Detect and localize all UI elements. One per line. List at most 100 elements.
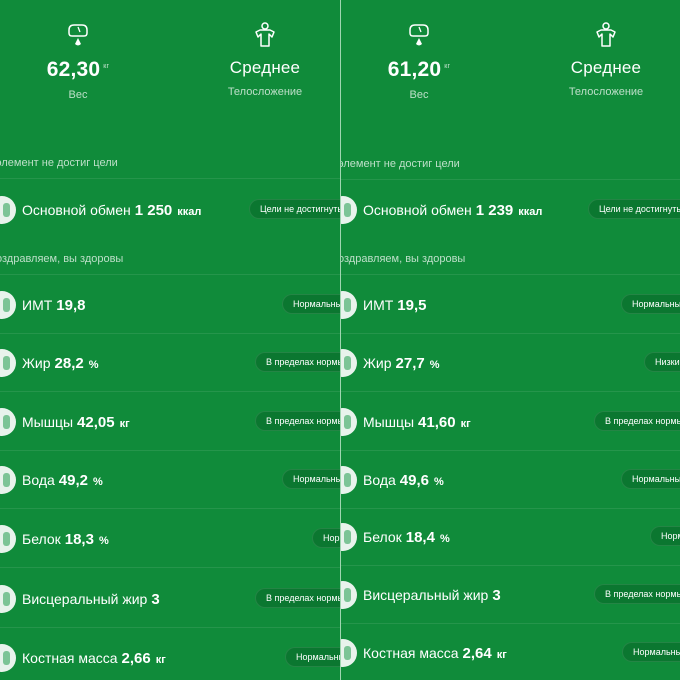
metric-value: 1 250 (134, 202, 173, 219)
divider (0, 391, 340, 392)
divider (341, 565, 680, 566)
body-type-stat[interactable]: Среднее Телосложение (546, 22, 666, 98)
metric-value: 18,4 (405, 529, 435, 546)
divider (0, 567, 340, 568)
weight-value: 62,30 кг (46, 58, 110, 81)
divider (341, 274, 680, 275)
metric-value: 18,3 (64, 531, 94, 548)
metric-row-bmr[interactable]: Основной обмен 1 250 ккал Цели не достигну… (0, 181, 340, 239)
status-badge: Цели не достигнуты (249, 199, 340, 219)
metric-value: 2,66 (121, 650, 151, 667)
weight-value: 61,20 кг (387, 58, 451, 81)
metric-row-muscle[interactable]: Мышцы 42,05 кг В пределах нормы (0, 393, 340, 451)
metric-unit: % (429, 359, 440, 371)
body-type-label: Телосложение (568, 86, 644, 98)
metric-row-fat[interactable]: Жир 28,2% В пределах нормы (0, 334, 340, 392)
status-badge: В пределах нормы (255, 352, 340, 372)
section-header-not-reached: элемент не достиг цели (0, 157, 118, 169)
scale-icon (409, 24, 429, 46)
metabolism-icon (341, 196, 357, 224)
metric-name: Мышцы (363, 414, 415, 430)
metric-name: Висцеральный жир (22, 591, 148, 607)
divider (341, 450, 680, 451)
metric-name: ИМТ (363, 297, 394, 313)
weight-stat[interactable]: 62,30 кг Вес (28, 22, 128, 101)
metric-name: Жир (363, 355, 392, 371)
metric-name: Основной обмен (363, 202, 472, 218)
panel-divider (340, 0, 341, 680)
visceral-fat-icon (0, 585, 16, 613)
muscle-icon (0, 408, 16, 436)
divider (341, 391, 680, 392)
metric-value: 19,8 (56, 297, 86, 314)
metric-name: Белок (22, 531, 61, 547)
metric-value: 2,64 (462, 645, 492, 662)
body-type-value: Среднее (570, 58, 642, 77)
water-drop-icon (341, 466, 357, 494)
divider (341, 623, 680, 624)
metric-name: Мышцы (22, 414, 74, 430)
metric-value: 49,6 (399, 472, 429, 489)
metric-row-muscle[interactable]: Мышцы 41,60 кг В пределах нормы (341, 393, 680, 451)
status-badge: Норма (650, 526, 680, 546)
body-fat-icon (0, 349, 16, 377)
metric-value: 41,60 (418, 414, 456, 431)
status-badge: Нормальный (285, 647, 340, 667)
metric-row-bmr[interactable]: Основной обмен 1 239 ккал Цели не достигну… (341, 181, 680, 239)
status-badge: В пределах нормы (255, 588, 340, 608)
metric-unit: % (92, 476, 103, 488)
metric-name: Костная масса (22, 650, 118, 666)
divider (341, 179, 680, 180)
metric-unit: кг (460, 418, 471, 430)
metric-value: 42,05 (77, 414, 115, 431)
metric-value: 27,7 (395, 355, 425, 372)
metric-value: 3 (492, 587, 501, 604)
status-badge: Низкий (644, 352, 680, 372)
metric-unit: % (433, 476, 444, 488)
section-header-healthy: оздравляем, вы здоровы (341, 253, 466, 265)
metric-unit: кг (496, 649, 507, 661)
protein-icon (341, 523, 357, 551)
divider (0, 333, 340, 334)
status-badge: Нормальный (622, 642, 680, 662)
metric-name: Основной обмен (22, 202, 131, 218)
metric-value: 49,2 (58, 472, 88, 489)
body-figure-icon (596, 22, 616, 47)
visceral-fat-icon (341, 581, 357, 609)
body-figure-icon (255, 22, 275, 47)
measurement-panel-left: 62,30 кг Вес Среднее Телосложение элемент… (0, 22, 340, 680)
bmi-icon (0, 291, 16, 319)
divider (0, 178, 340, 179)
metric-unit: % (88, 359, 99, 371)
metric-name: ИМТ (22, 297, 53, 313)
metric-row-visceral-fat[interactable]: Висцеральный жир 3 В пределах нормы (341, 566, 680, 624)
divider (0, 627, 340, 628)
status-badge: Нормальный (282, 294, 340, 314)
metric-unit: кг (155, 654, 166, 666)
metric-unit: ккал (518, 206, 543, 218)
metric-row-visceral-fat[interactable]: Висцеральный жир 3 В пределах нормы (0, 570, 340, 628)
status-badge: В пределах нормы (594, 411, 680, 431)
divider (341, 333, 680, 334)
body-type-value: Среднее (229, 58, 301, 77)
weight-label: Вес (409, 89, 429, 101)
body-type-stat[interactable]: Среднее Телосложение (205, 22, 325, 98)
weight-stat[interactable]: 61,20 кг Вес (369, 22, 469, 101)
body-fat-icon (341, 349, 357, 377)
bmi-icon (341, 291, 357, 319)
status-badge: Нормальный (282, 469, 340, 489)
metric-name: Костная масса (363, 645, 459, 661)
metric-value: 1 239 (475, 202, 514, 219)
section-header-not-reached: элемент не достиг цели (341, 158, 460, 170)
weight-unit: кг (444, 63, 451, 70)
